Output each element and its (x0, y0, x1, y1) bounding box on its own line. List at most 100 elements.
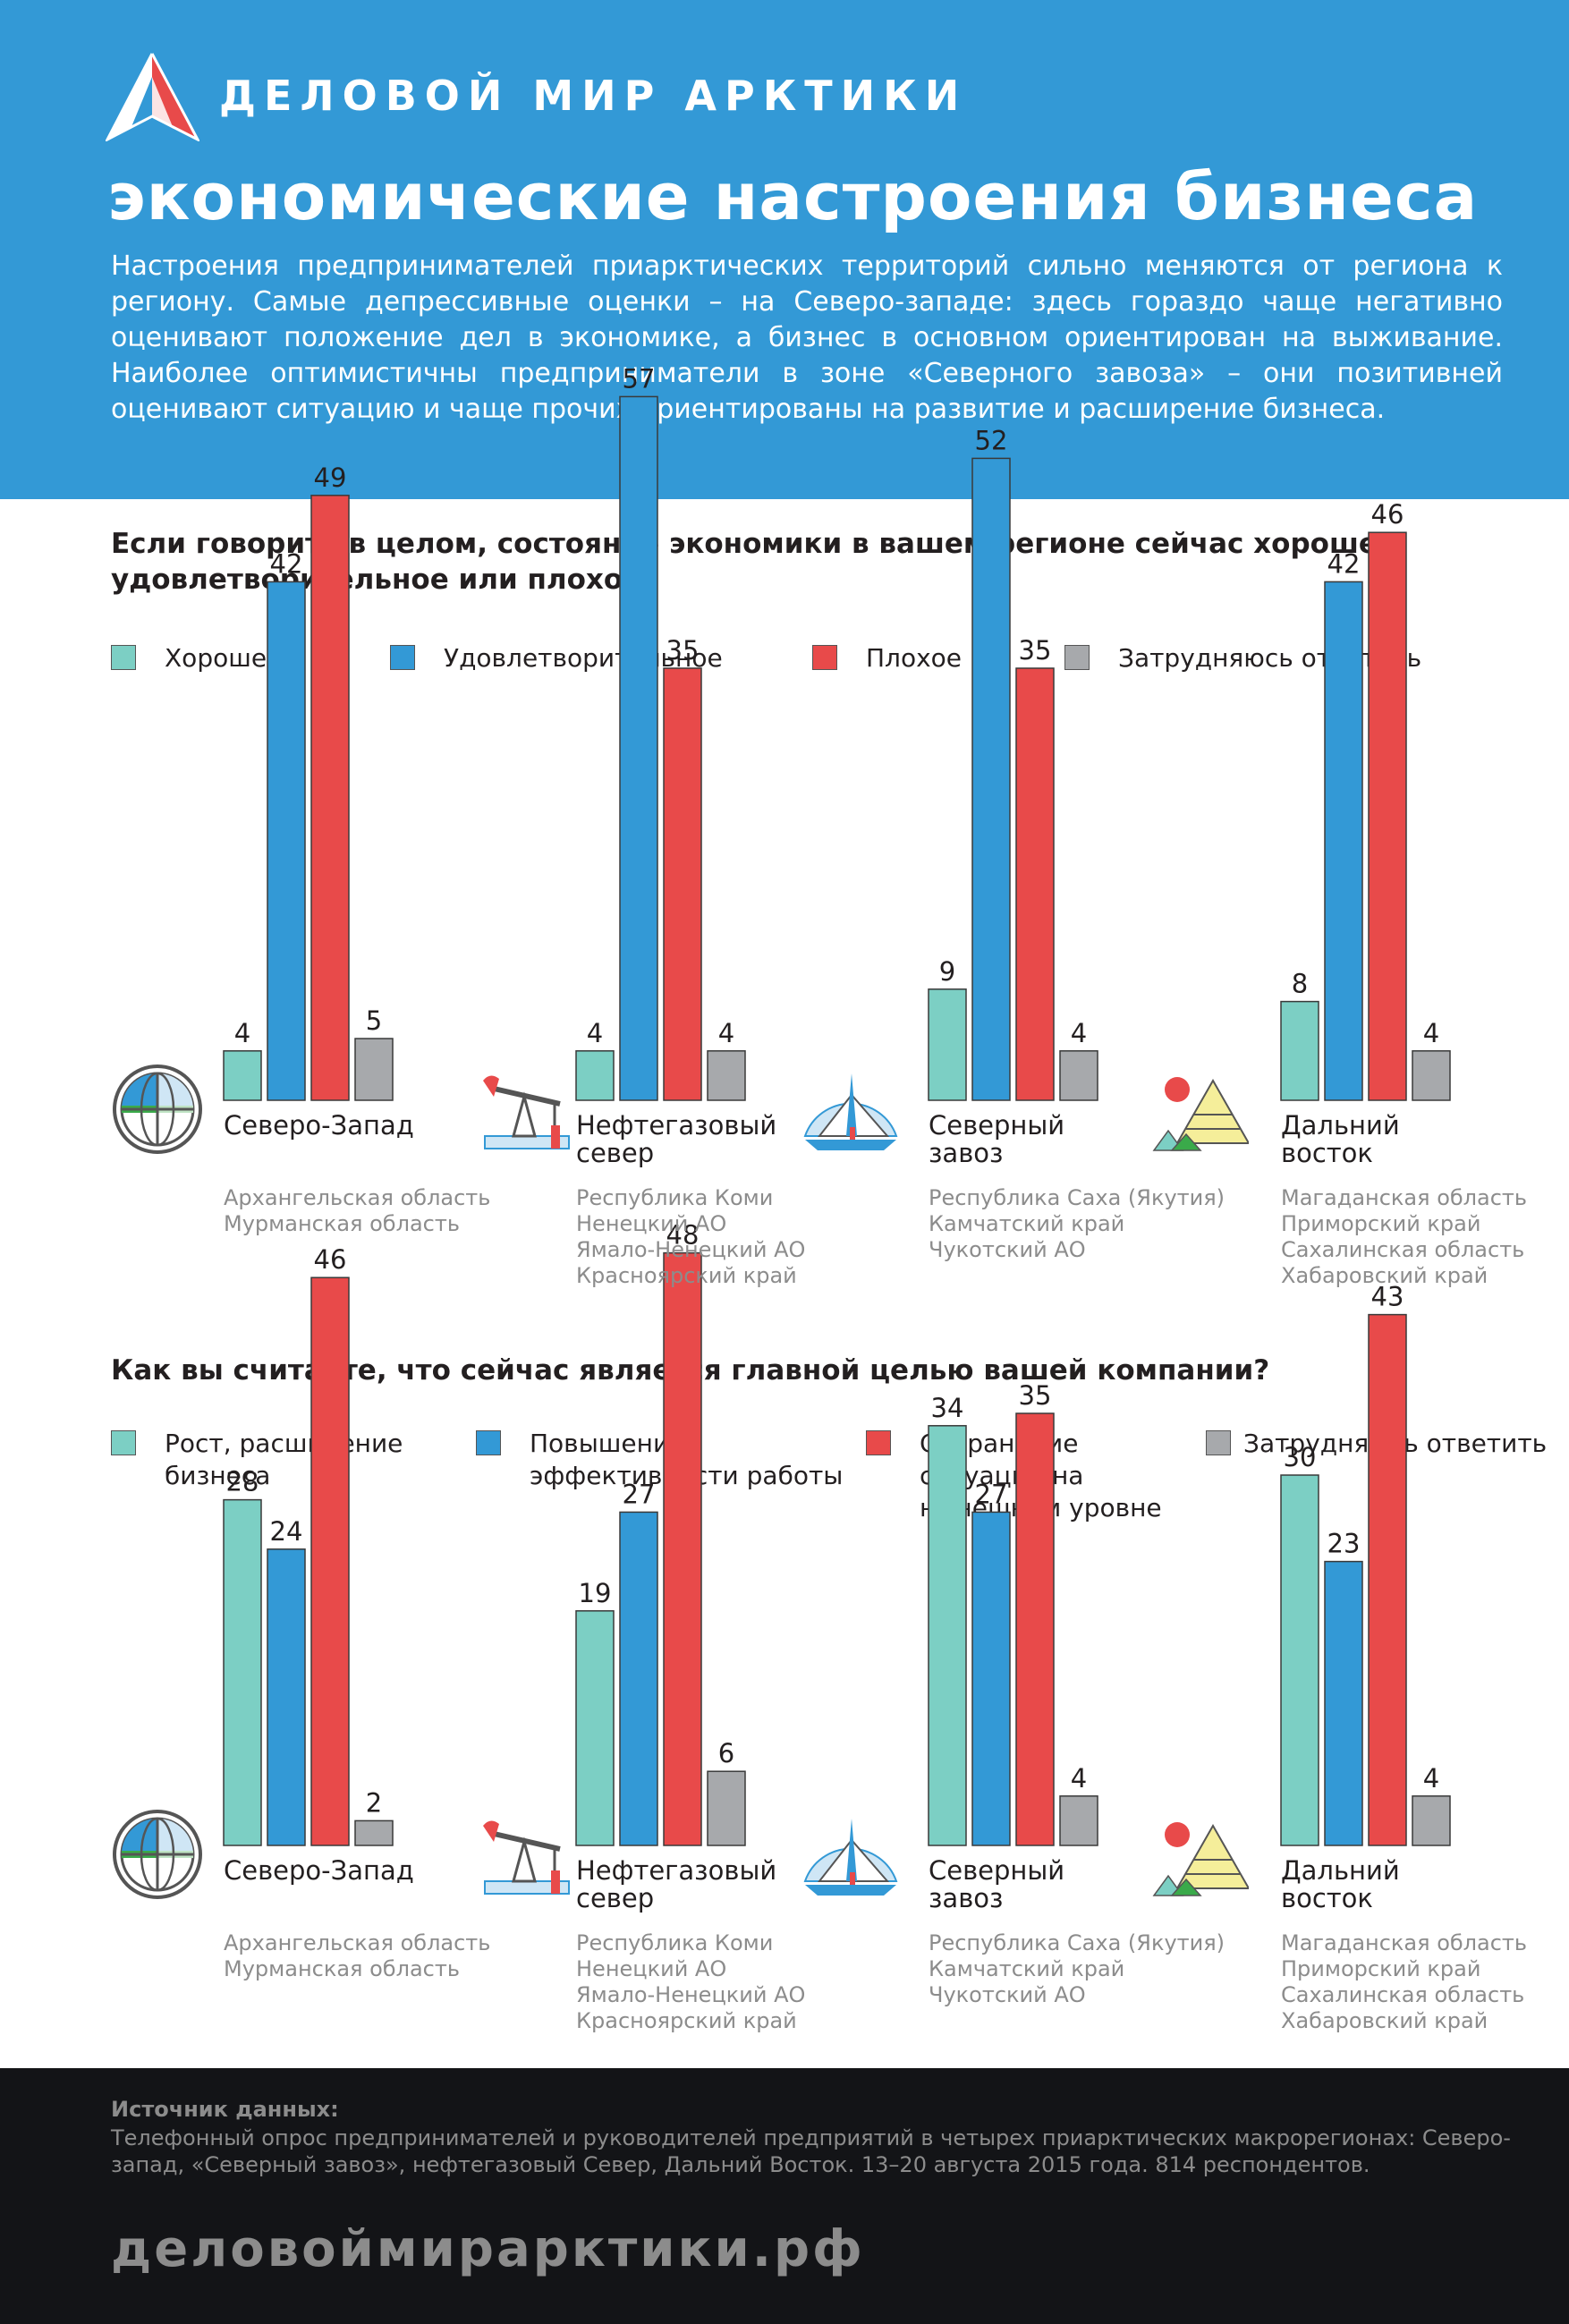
bar-value-label: 52 (975, 425, 1008, 455)
bar-value-label: 23 (1327, 1529, 1361, 1559)
subregion-item: Мурманская область (224, 1956, 460, 1981)
header-banner (0, 0, 1569, 499)
site-link[interactable]: деловоймирарктики.рф (111, 2220, 865, 2278)
bar-value-label: 4 (234, 1018, 250, 1048)
bar-value-label: 4 (1071, 1018, 1087, 1048)
bar-value-label: 35 (666, 635, 700, 666)
bar (619, 1511, 658, 1846)
pyramid-sun-icon (1152, 1822, 1249, 1896)
bar-value-label: 57 (623, 363, 656, 394)
subregion-item: Магаданская область (1281, 1185, 1528, 1210)
region-name: Дальний восток (1281, 1855, 1400, 1913)
bar-value-label: 2 (366, 1787, 382, 1818)
legend-swatch (812, 645, 837, 670)
bar-value-label: 35 (1019, 1380, 1052, 1411)
bar (971, 457, 1011, 1101)
bar-value-label: 27 (975, 1479, 1008, 1509)
bar (1059, 1795, 1098, 1846)
legend-swatch (111, 1430, 136, 1455)
bar (1412, 1795, 1451, 1846)
subregion-item: Мурманская область (224, 1211, 460, 1236)
bar-value-label: 5 (366, 1005, 382, 1036)
region-name: Нефтегазовый север (576, 1855, 777, 1913)
bar-value-label: 46 (314, 1244, 347, 1275)
bar (1368, 1313, 1407, 1846)
subregion-item: Чукотский АО (929, 1982, 1086, 2007)
bar-value-label: 35 (1019, 635, 1052, 666)
bar (1280, 1000, 1319, 1101)
subregion-item: Сахалинская область (1281, 1237, 1525, 1262)
subregion-item: Ненецкий АО (576, 1956, 727, 1981)
bar (1412, 1050, 1451, 1101)
bar-value-label: 30 (1284, 1442, 1317, 1472)
intro-text: Настроения предпринимателей приарктическ… (111, 250, 1503, 425)
region-name: Нефтегазовый север (576, 1110, 777, 1168)
subregion-item: Красноярский край (576, 1263, 797, 1288)
bar (354, 1038, 394, 1101)
subregion-list: Республика Саха (Якутия) Камчатский край Ч… (929, 1930, 1225, 2008)
subregion-item: Ямало-Ненецкий АО (576, 1982, 806, 2007)
subregion-item: Красноярский край (576, 2008, 797, 2033)
bar (1015, 1412, 1055, 1846)
bar (354, 1819, 394, 1846)
bar-value-label: 42 (270, 548, 303, 579)
region-name: Северо-Запад (224, 1855, 414, 1886)
pyramid-sun-icon (1152, 1077, 1249, 1151)
region-name: Северный завоз (929, 1110, 1065, 1168)
bar-value-label: 4 (718, 1018, 734, 1048)
bar-value-label: 19 (579, 1578, 612, 1608)
bar (310, 1277, 350, 1846)
subregion-item: Камчатский край (929, 1956, 1125, 1981)
bar (1368, 531, 1407, 1101)
bar (223, 1498, 262, 1846)
subregion-list: Магаданская область Приморский край Сахали… (1281, 1185, 1527, 1289)
logo-icon (106, 53, 199, 141)
subregion-item: Чукотский АО (929, 1237, 1086, 1262)
subregion-list: Магаданская область Приморский край Сахали… (1281, 1930, 1527, 2034)
oil-pump-icon (483, 1075, 570, 1149)
bar-value-label: 28 (226, 1467, 259, 1497)
subregion-item: Хабаровский край (1281, 1263, 1488, 1288)
subregion-item: Ямало-Ненецкий АО (576, 1237, 806, 1262)
bar-value-label: 6 (718, 1738, 734, 1768)
legend-swatch (476, 1430, 501, 1455)
bar-value-label: 42 (1327, 548, 1361, 579)
region-name: Северный завоз (929, 1855, 1065, 1913)
mountain-ship-icon (803, 1073, 898, 1150)
legend-swatch (111, 645, 136, 670)
subregion-list: Архангельская область Мурманская область (224, 1930, 490, 1982)
subregion-item: Ненецкий АО (576, 1211, 727, 1236)
bar-value-label: 4 (1071, 1763, 1087, 1794)
legend-label: Хорошее (165, 643, 283, 673)
subregion-item: Магаданская область (1281, 1930, 1528, 1955)
bar-value-label: 4 (587, 1018, 603, 1048)
legend-swatch (1206, 1430, 1231, 1455)
bar (575, 1610, 615, 1846)
bar-value-label: 48 (666, 1220, 700, 1251)
subregion-item: Республика Коми (576, 1185, 774, 1210)
subregion-item: Приморский край (1281, 1956, 1481, 1981)
subregion-item: Архангельская область (224, 1930, 491, 1955)
bar-value-label: 24 (270, 1516, 303, 1547)
bar (663, 667, 702, 1101)
subregion-item: Архангельская область (224, 1185, 491, 1210)
subregion-item: Республика Саха (Якутия) (929, 1930, 1226, 1955)
bar-value-label: 9 (939, 956, 955, 987)
region-name: Северо-Запад (224, 1110, 414, 1141)
page-title: экономические настроения бизнеса (107, 159, 1479, 234)
bar (310, 495, 350, 1101)
footer (0, 2068, 1569, 2324)
bar-value-label: 34 (931, 1393, 964, 1423)
legend-label: Повышение эффективности работы (530, 1429, 844, 1490)
bar-value-label: 4 (1423, 1018, 1439, 1048)
globe-icon (113, 1810, 202, 1899)
bar (707, 1770, 746, 1846)
chart2-plot: 28 24 46 2 19 27 48 6 34 27 35 4 30 23 43 4 (223, 1220, 1451, 1846)
legend-swatch (1064, 645, 1090, 670)
bar (928, 988, 967, 1101)
bar (928, 1425, 967, 1846)
subregion-list: Республика Коми Ненецкий АО Ямало-Ненецкий… (576, 1930, 805, 2034)
globe-icon (113, 1064, 202, 1154)
bar (619, 395, 658, 1101)
